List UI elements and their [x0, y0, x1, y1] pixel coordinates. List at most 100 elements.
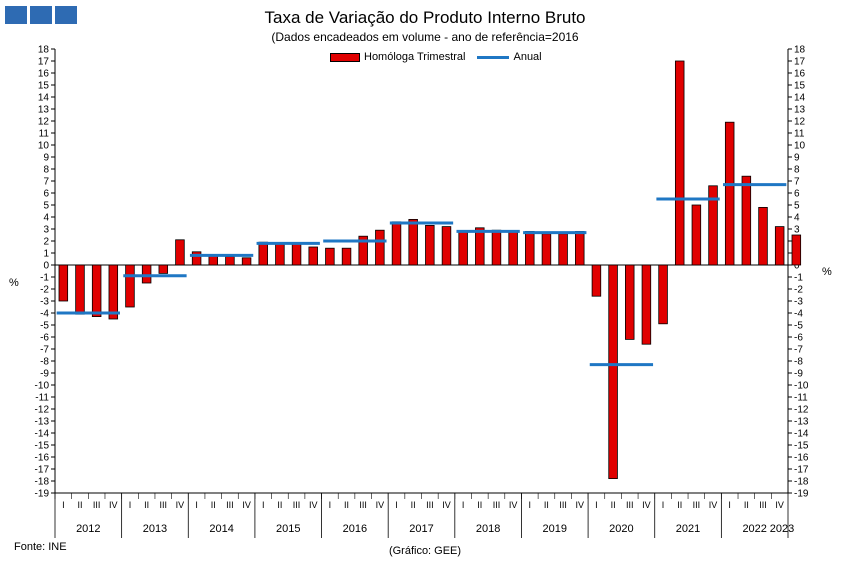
bar-q32	[575, 230, 585, 266]
x-tick-label-quarter: IV	[309, 500, 318, 510]
y-tick-label-right: 18	[794, 45, 806, 56]
y-tick-label-left: -5	[40, 321, 49, 332]
x-tick-label-quarter: II	[144, 500, 149, 510]
y-tick-label-left: -4	[40, 309, 49, 320]
bar-q23	[425, 224, 435, 266]
bar-q30	[541, 233, 552, 266]
bar-q1	[58, 264, 69, 302]
bar-q31	[558, 233, 568, 266]
x-tick-label-quarter: I	[395, 500, 398, 510]
bar-q7	[158, 264, 169, 274]
x-tick-label-year: 2023	[770, 523, 794, 535]
x-tick-label-quarter: IV	[775, 500, 784, 510]
x-tick-label-quarter: IV	[642, 500, 651, 510]
bar-q26	[475, 227, 485, 266]
bar-q39	[691, 204, 702, 266]
logo-block-2	[30, 6, 52, 24]
logo-block-3	[55, 6, 77, 24]
y-tick-label-left: -7	[40, 345, 49, 356]
bar-q35	[625, 264, 635, 340]
y-tick-label-right: 11	[794, 129, 805, 140]
bar-q9	[191, 251, 202, 266]
x-tick-label-quarter: III	[359, 500, 367, 510]
y-tick-label-left: 1	[43, 249, 49, 260]
y-tick-label-left: -1	[40, 273, 49, 284]
y-tick-label-left: -17	[35, 465, 50, 476]
y-tick-label-left: -9	[40, 369, 49, 380]
bar-q40	[708, 185, 718, 266]
y-tick-label-left: -8	[40, 357, 49, 368]
y-tick-label-right: 10	[794, 141, 806, 152]
x-tick-label-quarter: II	[477, 500, 482, 510]
bar-q4	[108, 264, 119, 320]
bar-q3	[91, 264, 102, 317]
x-tick-label-quarter: II	[544, 500, 549, 510]
y-tick-label-left: 4	[43, 213, 49, 224]
y-tick-label-right: 3	[794, 225, 800, 236]
bar-q6	[141, 264, 152, 284]
y-tick-label-right: -9	[794, 369, 803, 380]
y-tick-label-right: -5	[794, 321, 803, 332]
y-tick-label-right: 12	[794, 117, 806, 128]
x-tick-label-year: 2016	[343, 523, 367, 535]
logo-block-1	[5, 6, 27, 24]
logo	[5, 6, 77, 24]
y-tick-label-left: -10	[35, 381, 50, 392]
bar-q45	[791, 234, 802, 266]
y-tick-label-left: -14	[35, 429, 50, 440]
bar-q44	[774, 226, 785, 266]
legend: Homóloga Trimestral Anual	[330, 51, 542, 63]
bar-q41	[724, 121, 735, 266]
x-tick-label-quarter: IV	[176, 500, 185, 510]
x-tick-label-quarter: II	[411, 500, 416, 510]
x-tick-label-quarter: IV	[576, 500, 585, 510]
x-tick-label-quarter: III	[93, 500, 101, 510]
y-tick-label-right: -3	[794, 297, 803, 308]
x-tick-label-year: 2020	[609, 523, 633, 535]
y-tick-label-right: 16	[794, 69, 806, 80]
bar-q36	[641, 264, 652, 345]
x-tick-label-quarter: II	[211, 500, 216, 510]
y-tick-label-right: -12	[794, 405, 809, 416]
y-tick-label-left: 15	[38, 81, 50, 92]
bar-q28	[508, 230, 518, 266]
y-tick-label-left: 17	[38, 57, 50, 68]
x-tick-label-quarter: III	[693, 500, 701, 510]
y-tick-label-right: -8	[794, 357, 803, 368]
y-tick-label-right: 13	[794, 105, 806, 116]
y-tick-label-right: -19	[794, 489, 809, 500]
x-tick-label-quarter: II	[677, 500, 682, 510]
x-tick-label-quarter: III	[226, 500, 234, 510]
bar-q21	[391, 221, 402, 266]
credit-note: (Gráfico: GEE)	[388, 545, 462, 557]
bar-q17	[325, 247, 335, 266]
source-note: Fonte: INE	[14, 541, 67, 553]
x-tick-label-quarter: II	[344, 500, 349, 510]
x-tick-label-quarter: I	[529, 500, 532, 510]
y-tick-label-left: 14	[38, 93, 50, 104]
y-tick-label-left: -3	[40, 297, 49, 308]
y-tick-label-left: -2	[40, 285, 49, 296]
x-tick-label-year: 2012	[76, 523, 100, 535]
y-tick-label-right: -13	[794, 417, 809, 428]
legend-line-label: Anual	[513, 51, 542, 63]
y-tick-label-left: 7	[43, 177, 49, 188]
chart-subtitle: (Dados encadeados em volume - ano de ref…	[271, 30, 579, 44]
x-tick-label-quarter: IV	[509, 500, 518, 510]
x-tick-label-quarter: II	[277, 500, 282, 510]
x-tick-label-quarter: III	[559, 500, 567, 510]
bar-q13	[258, 241, 268, 266]
x-tick-label-quarter: IV	[242, 500, 251, 510]
y-tick-label-right: -4	[794, 309, 803, 320]
y-tick-label-left: 9	[43, 153, 49, 164]
bar-q2	[75, 264, 85, 315]
x-tick-label-quarter: III	[293, 500, 301, 510]
y-tick-label-left: 3	[43, 225, 49, 236]
y-tick-label-right: -7	[794, 345, 803, 356]
x-tick-label-year: 2019	[543, 523, 567, 535]
bar-q37	[658, 264, 668, 325]
x-tick-label-quarter: II	[77, 500, 82, 510]
bar-q19	[358, 235, 368, 266]
x-tick-label-year: 2017	[409, 523, 433, 535]
